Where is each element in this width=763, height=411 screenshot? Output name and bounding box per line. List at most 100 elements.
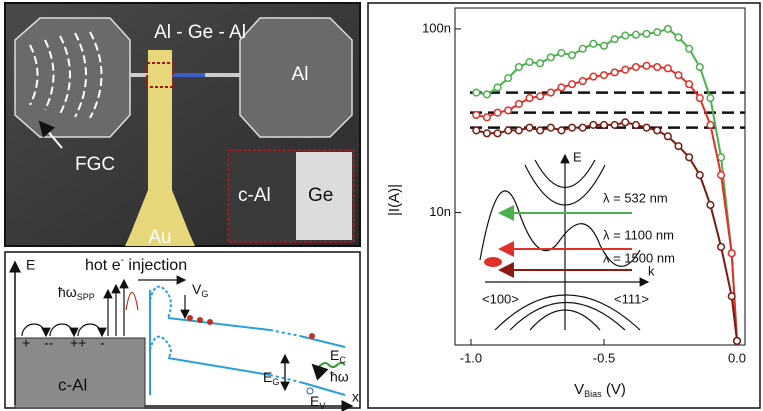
- inset-label: c-Al: [238, 185, 271, 206]
- axis-label: E: [26, 257, 35, 273]
- data-point: [516, 101, 523, 108]
- data-point: [601, 42, 608, 49]
- data-point: [611, 122, 618, 129]
- text: E: [310, 393, 319, 409]
- injection-label: hot e- injection: [85, 255, 187, 274]
- text: C: [339, 355, 346, 365]
- data-point: [558, 127, 565, 134]
- data-point: [579, 124, 586, 131]
- data-point: [516, 64, 523, 71]
- data-point: [686, 45, 693, 52]
- data-point: [665, 65, 672, 72]
- data-point: [686, 154, 693, 161]
- data-point: [718, 172, 725, 179]
- data-point: [484, 130, 491, 137]
- data-point: [579, 45, 586, 52]
- data-point: [590, 73, 597, 80]
- data-point: [654, 29, 661, 36]
- data-point: [665, 26, 672, 33]
- data-point: [633, 31, 640, 38]
- data-point: [484, 91, 491, 98]
- data-point: [675, 72, 682, 79]
- data-point: [537, 60, 544, 67]
- inset-axis-label: k: [648, 263, 655, 278]
- data-point: [643, 31, 650, 38]
- data-point: [622, 119, 629, 126]
- data-point: [728, 250, 735, 257]
- data-point: [633, 64, 640, 71]
- charge: +: [22, 335, 30, 351]
- text: Bias: [584, 389, 602, 399]
- data-point: [547, 89, 554, 96]
- data-point: [622, 32, 629, 39]
- data-point: [696, 64, 703, 71]
- text: V: [319, 401, 325, 411]
- data-point: [654, 64, 661, 71]
- data-point: [569, 81, 576, 88]
- y-tick-label: 100n: [422, 20, 451, 35]
- data-point: [494, 84, 501, 91]
- inset-label: Ge: [308, 185, 333, 206]
- data-point: [675, 34, 682, 41]
- charge: --: [44, 335, 54, 351]
- data-point: [718, 244, 725, 251]
- text: hot e: [85, 257, 121, 274]
- data-point: [590, 40, 597, 47]
- data-point: [547, 124, 554, 131]
- metal-label: c-Al: [58, 375, 87, 394]
- data-point: [611, 69, 618, 76]
- electron-pocket: [484, 257, 502, 267]
- text: (V): [602, 381, 626, 398]
- data-point: [473, 112, 480, 119]
- gate-label: Au: [148, 227, 171, 248]
- data-point: [707, 202, 714, 209]
- wavelength-label: λ = 532 nm: [603, 190, 668, 205]
- pad-label: Al: [292, 64, 309, 85]
- data-point: [526, 95, 533, 102]
- inset-direction: <100>: [482, 291, 519, 306]
- data-point: [505, 127, 512, 134]
- data-point: [558, 84, 565, 91]
- data-point: [505, 75, 512, 82]
- data-point: [569, 52, 576, 59]
- data-point: [473, 127, 480, 134]
- x-tick-label: 0.0: [728, 350, 746, 365]
- text: G: [272, 377, 279, 387]
- text: V: [574, 381, 584, 398]
- data-point: [579, 78, 586, 85]
- data-point: [707, 95, 714, 102]
- data-point: [590, 122, 597, 129]
- charge: -: [100, 335, 105, 351]
- data-point: [643, 62, 650, 69]
- data-point: [696, 95, 703, 102]
- data-point: [675, 143, 682, 150]
- data-point: [494, 109, 501, 116]
- data-point: [654, 127, 661, 134]
- wavelength-label: λ = 1500 nm: [603, 250, 675, 265]
- data-point: [734, 338, 741, 345]
- data-point: [473, 89, 480, 96]
- data-point: [505, 107, 512, 114]
- y-tick-label: 10n: [429, 204, 451, 219]
- data-point: [665, 133, 672, 140]
- data-point: [601, 72, 608, 79]
- data-point: [516, 127, 523, 134]
- data-point: [537, 127, 544, 134]
- data-point: [547, 54, 554, 61]
- grating-label: FGC: [75, 154, 115, 175]
- charge: ++: [70, 335, 86, 351]
- data-point: [494, 130, 501, 137]
- data-point: [622, 66, 629, 73]
- figure: Al - Ge - Al Al FGC c-Al Ge Au E: [0, 0, 763, 411]
- text: ħω: [58, 284, 77, 300]
- inset-axis-label: E: [573, 149, 582, 164]
- data-point: [707, 122, 714, 129]
- x-tick-label: -1.0: [460, 350, 482, 365]
- data-point: [526, 59, 533, 66]
- band-diagram: E x hot e- injection ħωSPP VG EC EG ħω E…: [5, 252, 360, 411]
- data-point: [696, 172, 703, 179]
- data-point: [686, 81, 693, 88]
- data-point: [643, 124, 650, 131]
- text: E: [330, 347, 339, 363]
